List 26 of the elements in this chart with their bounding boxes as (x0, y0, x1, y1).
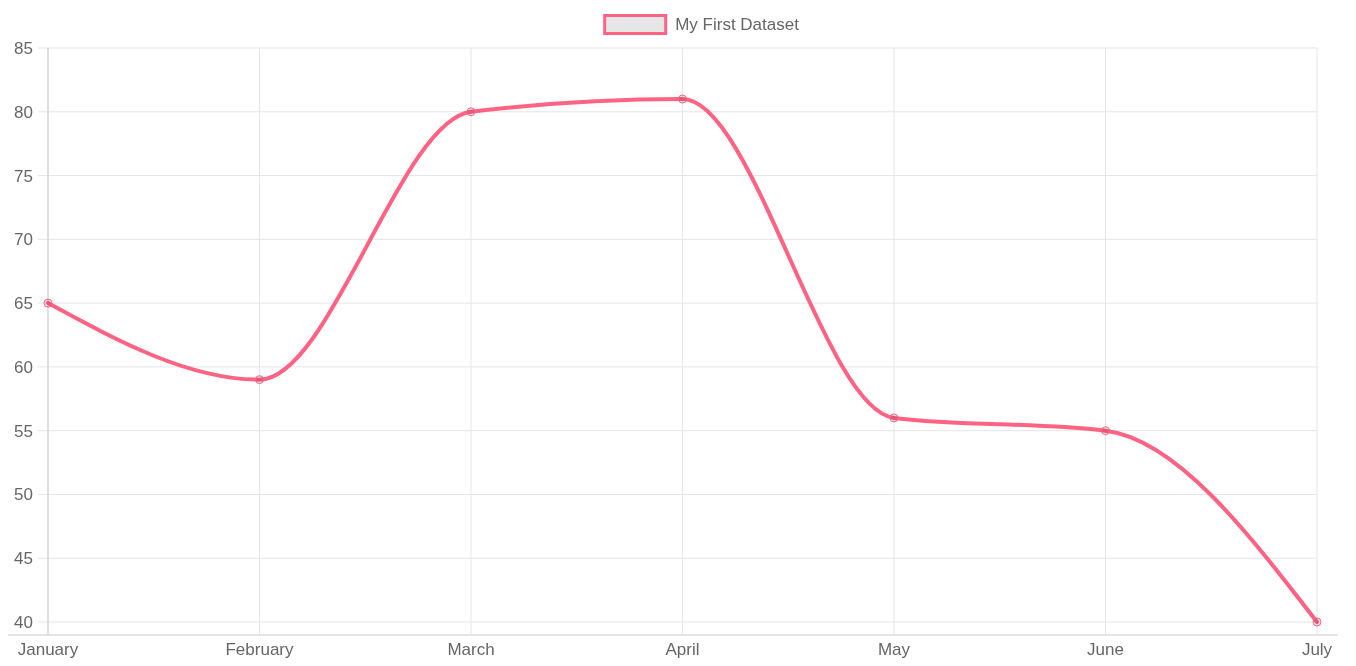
x-tick-label: June (1087, 640, 1124, 659)
y-tick-label: 45 (14, 549, 33, 569)
point (889, 413, 899, 423)
y-tick-label: 75 (14, 166, 33, 186)
line-series (43, 94, 1322, 627)
y-tick-label: 70 (14, 230, 33, 250)
x-tick-label: May (877, 640, 911, 659)
y-tick-label: 50 (14, 485, 33, 505)
point (255, 375, 264, 385)
x-tick-label: February (225, 640, 295, 659)
point (466, 107, 476, 117)
x-tick-label: January (17, 640, 79, 659)
x-tick-label: July (1301, 640, 1333, 659)
y-tick-label: 40 (14, 612, 33, 632)
y-tick-label: 80 (14, 102, 33, 122)
point (678, 94, 687, 104)
y-tick-label: 85 (14, 38, 33, 58)
legend-label: My First Dataset (675, 15, 800, 34)
point (43, 298, 53, 308)
x-tick-label: April (665, 640, 700, 659)
y-tick-label: 55 (14, 421, 33, 441)
point (1312, 617, 1322, 627)
y-tick-label: 60 (14, 357, 33, 377)
point (1101, 426, 1110, 436)
y-tick-label: 65 (14, 294, 33, 314)
x-tick-label: March (447, 640, 495, 659)
